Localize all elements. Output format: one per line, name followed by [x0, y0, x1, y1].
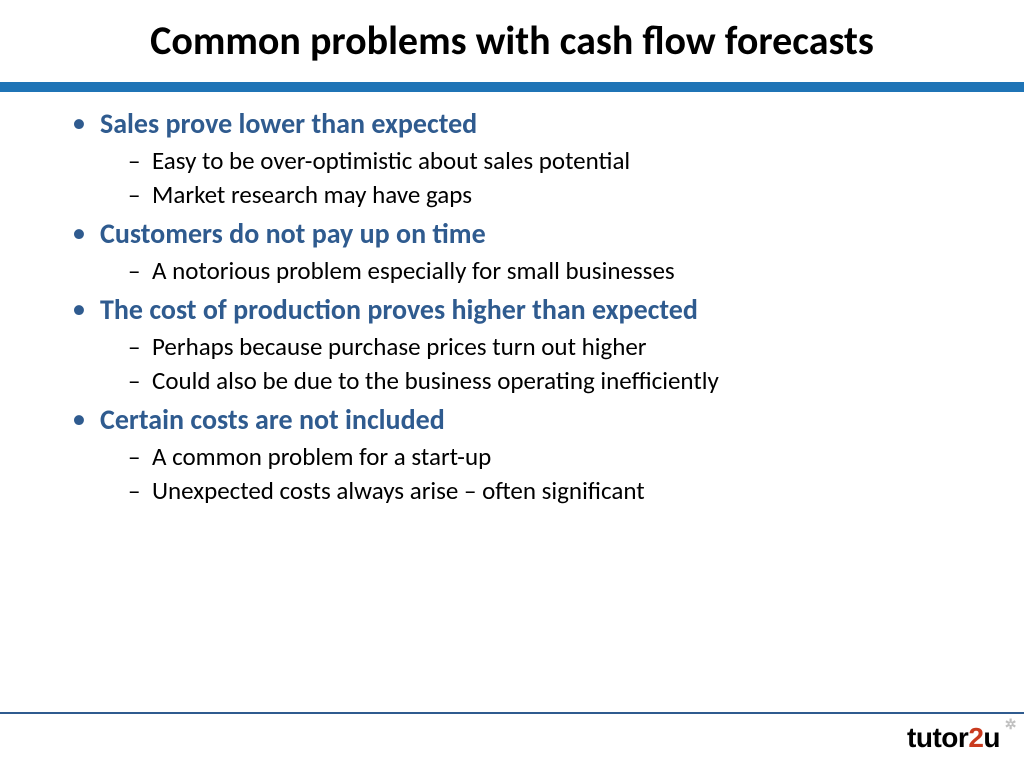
- sub-point: Could also be due to the business operat…: [128, 364, 974, 398]
- sub-list: A notorious problem especially for small…: [128, 254, 974, 288]
- slide-content: Sales prove lower than expected Easy to …: [0, 92, 1024, 508]
- sub-point: Market research may have gaps: [128, 178, 974, 212]
- sub-point: A notorious problem especially for small…: [128, 254, 974, 288]
- sub-list: Perhaps because purchase prices turn out…: [128, 330, 974, 398]
- bullet-list: Sales prove lower than expected Easy to …: [70, 106, 974, 508]
- logo-text-part2: 2: [968, 722, 983, 753]
- sub-list: A common problem for a start-up Unexpect…: [128, 440, 974, 508]
- list-item: Sales prove lower than expected Easy to …: [70, 106, 974, 212]
- main-point: Customers do not pay up on time: [100, 216, 974, 252]
- sub-point: Perhaps because purchase prices turn out…: [128, 330, 974, 364]
- list-item: The cost of production proves higher tha…: [70, 292, 974, 398]
- title-underline-bar: [0, 82, 1024, 92]
- flower-icon: ✲: [1005, 716, 1016, 733]
- footer-rule: [0, 712, 1024, 714]
- logo-text-part1: tutor: [907, 722, 968, 753]
- list-item: Certain costs are not included A common …: [70, 402, 974, 508]
- sub-point: A common problem for a start-up: [128, 440, 974, 474]
- list-item: Customers do not pay up on time A notori…: [70, 216, 974, 288]
- sub-point: Easy to be over-optimistic about sales p…: [128, 144, 974, 178]
- main-point: Sales prove lower than expected: [100, 106, 974, 142]
- logo-text-part3: u: [983, 722, 1000, 753]
- main-point: Certain costs are not included: [100, 402, 974, 438]
- tutor2u-logo: tutor2u ✲: [907, 722, 1000, 754]
- sub-list: Easy to be over-optimistic about sales p…: [128, 144, 974, 212]
- main-point: The cost of production proves higher tha…: [100, 292, 974, 328]
- slide-title: Common problems with cash flow forecasts: [0, 0, 1024, 76]
- sub-point: Unexpected costs always arise – often si…: [128, 474, 974, 508]
